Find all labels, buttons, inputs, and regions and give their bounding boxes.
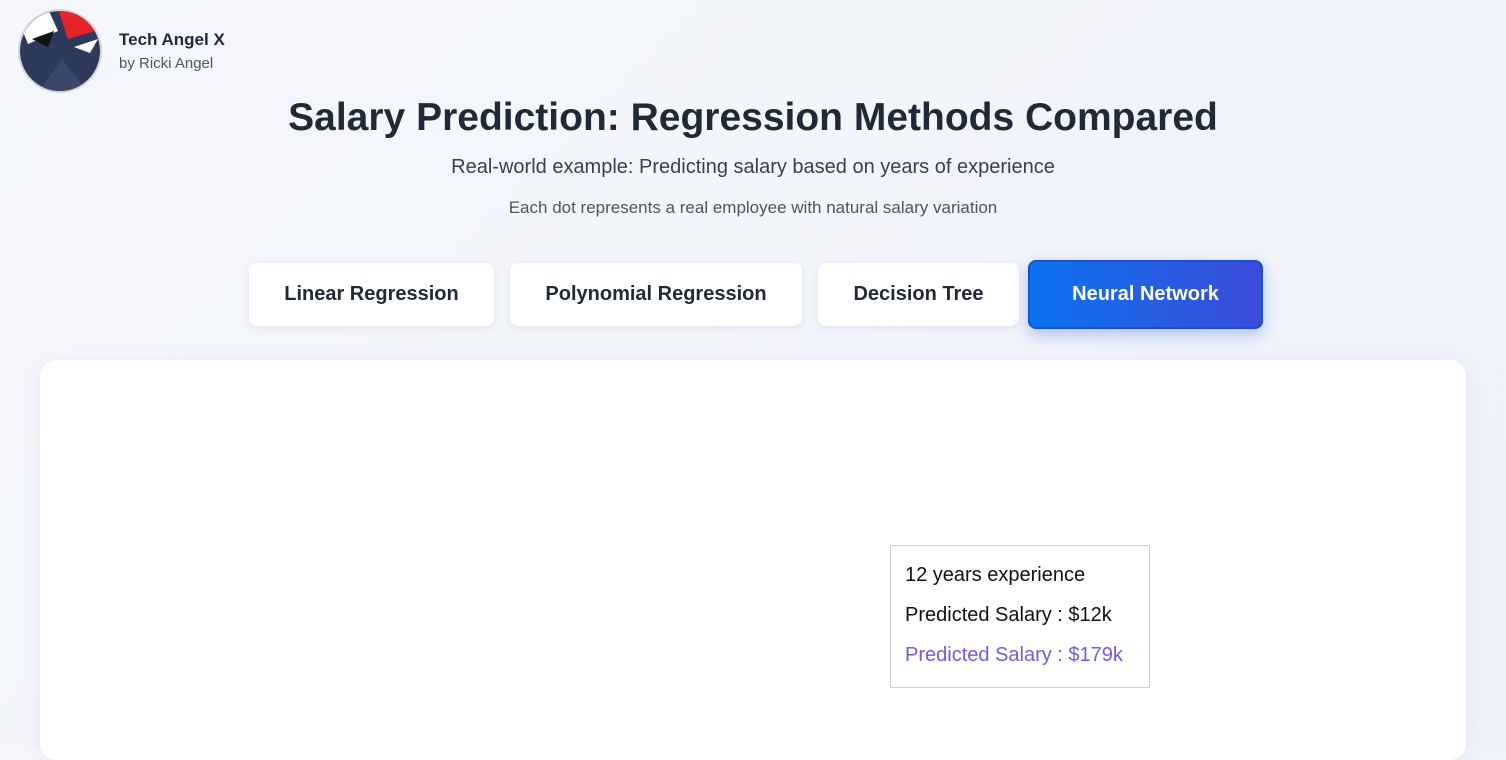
point (661, 593, 670, 602)
chart: 130 180 228.3987013 Salary ($1000s) (40, 360, 1466, 747)
avatar (18, 9, 102, 93)
byline: by Ricki Angel (119, 55, 214, 72)
subtitle: Real-world example: Predicting salary ba… (451, 156, 1055, 178)
y-axis-label: Salary ($1000s) (77, 496, 98, 630)
note: Each dot represents a real employee with… (508, 198, 998, 217)
point (1107, 457, 1116, 466)
point (789, 551, 798, 560)
tooltip-title: 12 years experience (905, 564, 1086, 586)
point (1043, 475, 1052, 484)
method-button-active[interactable]: Neural Network (1028, 260, 1263, 329)
point (725, 571, 734, 580)
y-tick-label: 130 (114, 625, 147, 647)
plot: 130 180 228.3987013 Salary ($1000s) (40, 387, 1434, 747)
y-tick-label: 228.3987013 (40, 387, 147, 409)
chart-card (40, 360, 1466, 760)
y-tick-label: 180 (114, 504, 147, 526)
series-line (157, 397, 1429, 747)
page-title: Salary Prediction: Regression Methods Co… (288, 96, 1218, 139)
tooltip-line: Predicted Salary : $179k (905, 644, 1123, 666)
point (471, 666, 480, 675)
point (1297, 411, 1306, 420)
point (1170, 440, 1179, 449)
active-point (917, 513, 924, 520)
point (534, 640, 543, 649)
tooltip: 12 years experience Predicted Salary : $… (890, 545, 1150, 688)
point (598, 615, 607, 624)
point (852, 532, 861, 541)
point (343, 727, 352, 736)
brand: Tech Angel X (119, 30, 225, 49)
method-button[interactable]: Polynomial Regression (510, 263, 802, 326)
method-button[interactable]: Linear Regression (249, 263, 494, 326)
point (979, 493, 988, 502)
method-button[interactable]: Decision Tree (818, 263, 1019, 326)
point (407, 695, 416, 704)
point (1425, 393, 1434, 402)
point (1234, 425, 1243, 434)
point (1361, 401, 1370, 410)
tooltip-line: Predicted Salary : $12k (905, 604, 1112, 626)
